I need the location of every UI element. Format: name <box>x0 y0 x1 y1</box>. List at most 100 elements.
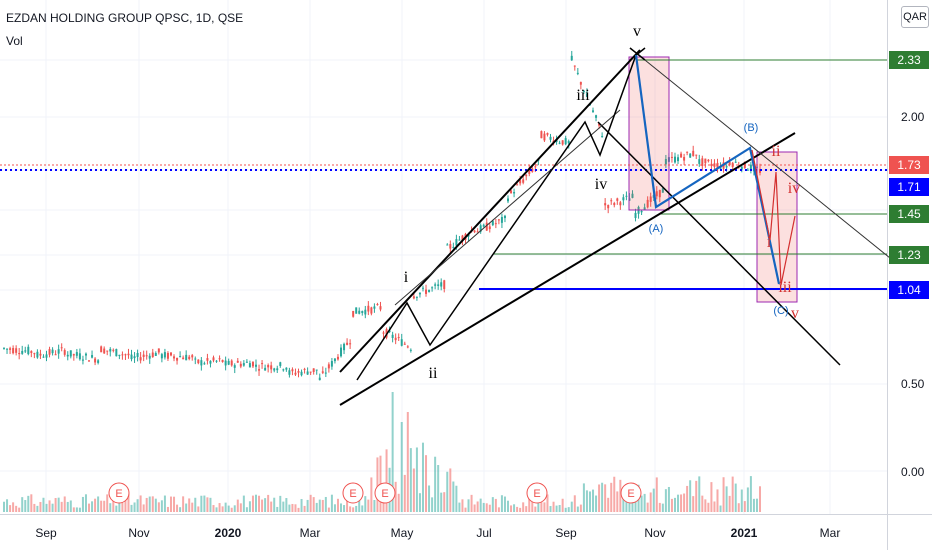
candle-body <box>643 207 646 211</box>
currency-badge[interactable]: QAR <box>901 6 929 28</box>
volume-bar <box>646 502 649 512</box>
candle-body <box>75 352 78 356</box>
candle-body <box>166 352 169 359</box>
candle-body <box>421 287 424 289</box>
volume-bar <box>692 496 695 512</box>
volume-bar <box>464 507 467 512</box>
volume-bar <box>543 502 546 512</box>
candle-body <box>197 359 200 364</box>
candle-body <box>701 158 704 166</box>
candle-body <box>546 133 549 135</box>
candle-body <box>206 358 209 361</box>
candle-body <box>749 164 752 171</box>
candle-body <box>576 72 579 74</box>
volume-bar <box>683 493 686 512</box>
candle-body <box>255 364 257 367</box>
volume-bar <box>616 491 619 512</box>
candle-body <box>425 289 428 294</box>
candle-body <box>604 203 607 206</box>
candle-body <box>355 307 358 314</box>
candle-body <box>488 226 491 230</box>
volume-bar <box>440 492 443 512</box>
volume-bar <box>273 497 276 512</box>
candles <box>3 50 761 381</box>
volume-bar <box>270 501 273 512</box>
volume-bar <box>103 500 106 512</box>
candle-body <box>306 371 309 375</box>
volume-bar <box>488 504 491 512</box>
candle-body <box>516 184 519 186</box>
volume-bar <box>224 502 227 512</box>
volume-bar <box>318 499 321 512</box>
price-tick-label: 0.00 <box>901 465 925 479</box>
volume-bar <box>245 507 248 512</box>
volume-bar <box>221 506 224 512</box>
candle-body <box>340 347 343 357</box>
volume-bar <box>585 490 588 512</box>
candle-body <box>449 244 452 249</box>
candle-body <box>458 239 461 241</box>
volume-bar <box>209 497 212 512</box>
candle-body <box>48 349 51 355</box>
volume-bar <box>194 497 197 512</box>
volume-bar <box>677 494 680 512</box>
candle-body <box>661 188 664 193</box>
volume-bar <box>752 498 755 512</box>
price-badge <box>889 281 929 299</box>
volume-bar <box>9 505 12 512</box>
candle-body <box>455 239 458 246</box>
volume-bar <box>421 442 424 512</box>
candle-body <box>333 358 336 362</box>
candle-body <box>616 198 619 201</box>
volume-bar <box>561 498 564 512</box>
volume-bar <box>698 476 701 512</box>
volume-bar <box>309 494 312 512</box>
volume-bar <box>619 479 622 512</box>
candle-body <box>309 371 312 373</box>
candle-body <box>646 199 649 208</box>
candle-body <box>39 353 42 356</box>
volume-bar <box>115 505 118 512</box>
candle-body <box>297 371 300 373</box>
volume-bar <box>704 499 707 512</box>
time-tick-label: May <box>391 526 414 540</box>
volume-bar <box>355 505 358 512</box>
volume-bar <box>312 497 315 512</box>
volume-bar <box>3 501 5 512</box>
candle-body <box>412 296 415 299</box>
volume-bar <box>458 502 461 512</box>
candle-body <box>51 349 54 354</box>
volume-bar <box>525 506 528 512</box>
volume-bar <box>528 496 531 512</box>
volume-bar <box>30 494 33 512</box>
volume-bar <box>643 493 646 512</box>
volume-bar <box>455 485 458 512</box>
candle-body <box>133 356 136 359</box>
volume-bar <box>689 480 692 512</box>
candle-body <box>18 352 21 355</box>
candle-body <box>218 358 221 360</box>
volume-bar <box>513 504 516 512</box>
volume-bar <box>88 503 91 512</box>
volume-bar <box>78 507 81 512</box>
candle-body <box>45 354 48 358</box>
candle-body <box>418 292 421 295</box>
volume-bar <box>297 507 300 512</box>
volume-label: Vol <box>6 34 23 48</box>
candle-body <box>300 371 303 376</box>
candle-body <box>415 296 418 298</box>
candle-body <box>525 174 528 177</box>
candle-body <box>157 348 160 353</box>
volume-bar <box>431 497 434 512</box>
candle-body <box>409 349 412 351</box>
candle-body <box>270 365 273 370</box>
volume-bar <box>437 465 440 512</box>
volume-bar <box>84 494 87 512</box>
candle-body <box>452 246 455 248</box>
volume-bar <box>394 481 397 512</box>
volume-bar <box>652 488 655 512</box>
volume-bar <box>731 476 734 512</box>
range-box <box>628 56 670 211</box>
earnings-marker <box>620 482 642 504</box>
